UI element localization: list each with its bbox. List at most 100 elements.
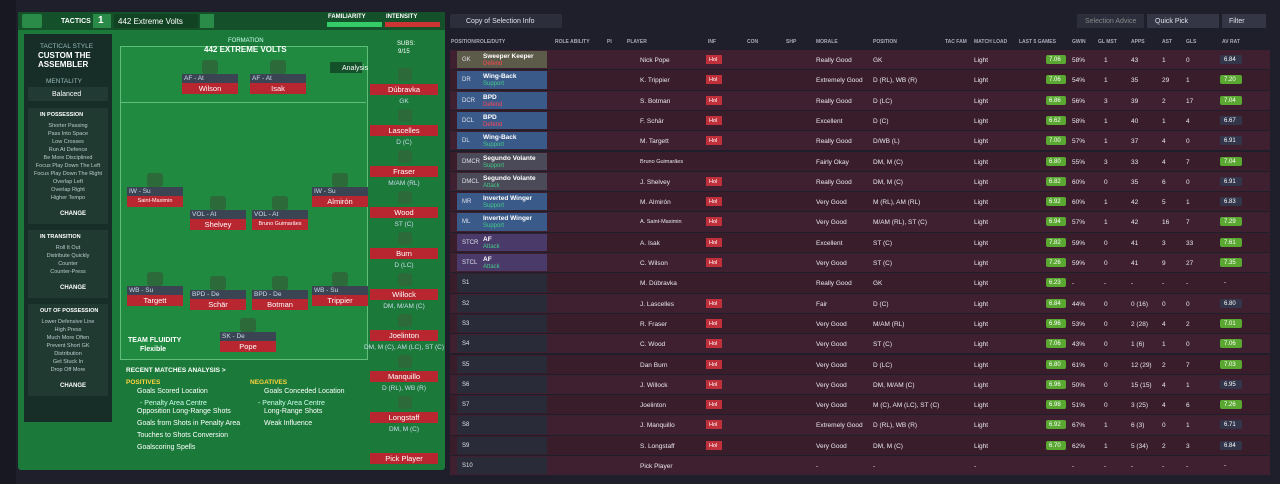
player-name[interactable]: Pope	[239, 342, 257, 351]
sub-name[interactable]: Fraser	[393, 167, 415, 176]
column-header[interactable]: POSITION/ROLE/DUTY	[451, 39, 506, 45]
rating-badge	[1220, 359, 1242, 369]
cell-player[interactable]: J. Manquillo	[640, 422, 675, 430]
av-rating: 7.29	[1224, 219, 1236, 226]
column-header[interactable]: LAST 5 GAMES	[1019, 39, 1056, 45]
cell-player[interactable]: A. Isak	[640, 239, 660, 247]
cell-player[interactable]: Dan Burn	[640, 361, 668, 369]
change-button[interactable]: CHANGE	[60, 285, 87, 291]
sub-name[interactable]: Longstaff	[388, 413, 420, 422]
cell-player[interactable]: M. Targett	[640, 138, 669, 146]
column-header[interactable]: MORALE	[816, 39, 838, 45]
player-name[interactable]: Almirón	[327, 197, 353, 206]
cell-player[interactable]: J. Lascelles	[640, 300, 674, 308]
sub-name[interactable]: Lascelles	[388, 126, 420, 135]
sub-name[interactable]: Pick Player	[385, 454, 423, 463]
player-name[interactable]: Isak	[271, 84, 285, 93]
cell-player[interactable]: Nick Pope	[640, 57, 670, 64]
column-header[interactable]: AV RAT	[1222, 39, 1240, 45]
duty: Attack	[483, 264, 500, 270]
sub-shirt	[398, 150, 412, 163]
rating-badge	[1220, 237, 1242, 247]
table-row	[450, 374, 1270, 395]
cell-player[interactable]: K. Trippier	[640, 77, 670, 85]
quick-pick[interactable]	[1147, 14, 1219, 28]
column-header[interactable]: GWIN	[1072, 39, 1086, 45]
column-header[interactable]: GLS	[1186, 39, 1197, 45]
cell-gls: -	[1186, 280, 1189, 288]
av-rating: 7.06	[1224, 341, 1236, 348]
cell-player[interactable]: S. Botman	[640, 97, 671, 105]
column-header[interactable]: AST	[1162, 39, 1172, 45]
player-name[interactable]: Shelvey	[204, 220, 232, 229]
cell-player[interactable]: J. Shelvey	[640, 178, 670, 186]
sub-name[interactable]: Wood	[394, 208, 414, 217]
column-header[interactable]: PLAYER	[627, 39, 647, 45]
player-name[interactable]: Schär	[208, 300, 228, 309]
player-name[interactable]: Bruno Guimarães	[258, 221, 302, 227]
cell-ast: 4	[1162, 158, 1166, 166]
view-name[interactable]: Copy of Selection Info	[466, 18, 535, 25]
change-button[interactable]: CHANGE	[60, 383, 87, 389]
sub-name[interactable]: Dúbravka	[387, 85, 421, 94]
quick-pick-label[interactable]: Quick Pick	[1155, 18, 1189, 25]
cell-glmst: 0	[1104, 402, 1108, 410]
column-header[interactable]: CON	[747, 39, 759, 45]
column-header[interactable]: TAC FAM	[945, 39, 967, 45]
player-name[interactable]: Botman	[267, 300, 293, 309]
cell-position: D (LC)	[873, 361, 893, 369]
change-button[interactable]: CHANGE	[60, 211, 87, 217]
column-header[interactable]: GL MST	[1098, 39, 1117, 45]
form: 6.84	[1049, 300, 1061, 307]
advice[interactable]: Selection Advice	[1085, 18, 1137, 25]
cell-player[interactable]: R. Fraser	[640, 320, 668, 328]
cell-player[interactable]: J. Willock	[640, 381, 668, 389]
mentality-box[interactable]	[28, 87, 108, 101]
cell-player[interactable]: F. Schär	[640, 117, 664, 125]
column-header[interactable]: SHP	[786, 39, 797, 45]
cell-position: M/AM (RL), ST (C)	[873, 219, 928, 227]
sub-name-tag	[370, 248, 438, 259]
column-header[interactable]: PI	[607, 39, 612, 45]
cell-player[interactable]: C. Wood	[640, 341, 666, 349]
side-strip	[0, 0, 16, 484]
form-badge	[1046, 440, 1066, 450]
advice-button[interactable]	[1077, 14, 1144, 28]
column-header[interactable]: ROLE ABILITY	[555, 39, 590, 45]
sub-name[interactable]: Joelinton	[388, 331, 420, 340]
cell-player[interactable]: Pick Player	[640, 463, 673, 470]
cell-player[interactable]: M. Dúbravka	[640, 280, 677, 288]
player-name[interactable]: Trippier	[327, 296, 353, 305]
cell-gls: 1	[1186, 422, 1190, 430]
player-name[interactable]: Wilson	[198, 84, 222, 93]
sub-position: M/AM (RL)	[388, 180, 420, 187]
player-role: BPD - De	[192, 291, 220, 298]
filter[interactable]	[1222, 14, 1266, 28]
player-name[interactable]: Saint-Maximin	[137, 198, 173, 204]
cell-gwin: 50%	[1072, 381, 1086, 389]
cell-player[interactable]: C. Wilson	[640, 260, 668, 267]
column-header[interactable]: INF	[708, 39, 717, 45]
sub-name[interactable]: Willock	[392, 290, 416, 299]
analysis-button[interactable]	[330, 62, 362, 73]
column-header[interactable]: MATCH LOAD	[974, 39, 1008, 45]
position-code: DMCL	[462, 178, 480, 185]
column-header[interactable]: APPS	[1131, 39, 1145, 45]
analysis[interactable]: Analysis	[342, 65, 369, 72]
back-button[interactable]	[22, 14, 42, 28]
sub-name[interactable]: Manquillo	[387, 372, 421, 381]
player-name[interactable]: Targett	[143, 296, 167, 305]
av-rating: 7.03	[1224, 361, 1236, 368]
view-select[interactable]	[450, 14, 562, 28]
position-cell	[457, 254, 547, 272]
cell-player[interactable]: M. Almirón	[640, 199, 671, 207]
cell-ast: 3	[1162, 239, 1166, 247]
sub-name[interactable]: Burn	[396, 249, 412, 258]
column-header[interactable]: POSITION	[873, 39, 897, 45]
add-button[interactable]	[200, 14, 214, 28]
cell-player[interactable]: Bruno Guimarães	[640, 158, 684, 165]
cell-player[interactable]: S. Longstaff	[640, 442, 675, 450]
cell-player[interactable]: Joelinton	[640, 402, 667, 410]
cell-player[interactable]: A. Saint-Maximin	[640, 219, 682, 226]
filter-label[interactable]: Filter	[1229, 18, 1245, 25]
